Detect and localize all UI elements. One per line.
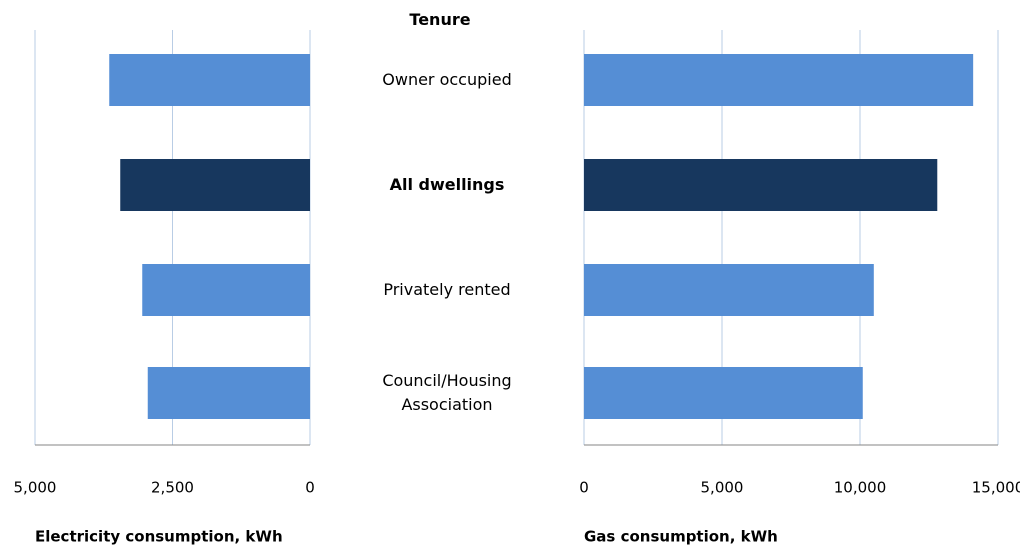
x-tick-label: 5,000 [701,479,744,497]
bar [584,367,863,419]
x-axis-label: Gas consumption, kWh [584,528,778,546]
bar [584,54,974,106]
bar [142,264,310,316]
x-tick-label: 10,000 [834,479,887,497]
bar [109,54,310,106]
chart-title: Tenure [409,10,471,29]
x-axis-label: Electricity consumption, kWh [35,528,283,546]
category-label: Owner occupied [382,70,512,89]
x-tick-label: 5,000 [14,479,57,497]
bar [147,367,310,419]
x-tick-label: 0 [579,479,589,497]
bar [120,159,310,211]
x-tick-label: 2,500 [151,479,194,497]
bar [584,264,874,316]
x-tick-label: 0 [305,479,315,497]
category-label: Privately rented [383,280,511,299]
x-tick-label: 15,000 [972,479,1020,497]
category-label: Council/Housing Association [382,371,512,414]
bar [584,159,938,211]
category-label: All dwellings [389,175,505,194]
